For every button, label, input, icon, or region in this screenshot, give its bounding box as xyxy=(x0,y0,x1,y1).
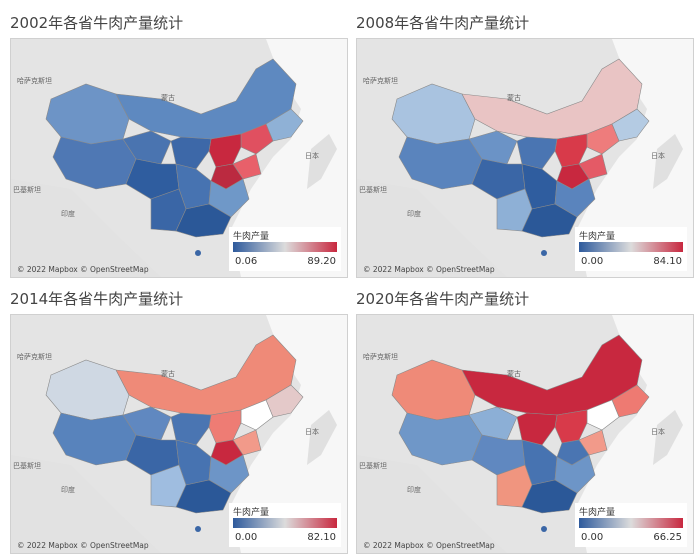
map-attribution[interactable]: © 2022 Mapbox © OpenStreetMap xyxy=(17,265,149,274)
legend-title: 牛肉产量 xyxy=(579,232,616,242)
label-india: 印度 xyxy=(407,210,421,218)
panel-title: 2014年各省牛肉产量统计 xyxy=(10,290,184,308)
label-mongolia: 蒙古 xyxy=(507,370,521,378)
map-attribution[interactable]: © 2022 Mapbox © OpenStreetMap xyxy=(363,541,495,550)
legend-max: 82.10 xyxy=(307,532,336,543)
label-japan: 日本 xyxy=(305,428,319,436)
label-mongolia: 蒙古 xyxy=(507,94,521,102)
map-canvas xyxy=(357,39,693,277)
panel-title: 2020年各省牛肉产量统计 xyxy=(356,290,530,308)
label-india: 印度 xyxy=(61,486,75,494)
label-kazakhstan: 哈萨克斯坦 xyxy=(363,353,398,361)
legend-min: 0.00 xyxy=(581,256,604,267)
label-pakistan: 巴基斯坦 xyxy=(13,462,41,470)
legend-color-bar xyxy=(233,242,337,252)
map-canvas xyxy=(357,315,693,553)
label-japan: 日本 xyxy=(651,428,665,436)
legend-min: 0.00 xyxy=(235,532,258,543)
china-map[interactable]: 哈萨克斯坦 蒙古 日本 巴基斯坦 印度 © 2022 Mapbox © Open… xyxy=(10,38,348,278)
map-canvas xyxy=(11,39,347,277)
map-panel-2008: 2008年各省牛肉产量统计 哈萨克斯坦 蒙古 日本 巴基斯坦 xyxy=(352,8,694,278)
color-legend: 牛肉产量 0.00 66.25 xyxy=(575,503,687,547)
label-kazakhstan: 哈萨克斯坦 xyxy=(17,353,52,361)
label-pakistan: 巴基斯坦 xyxy=(13,186,41,194)
color-legend: 牛肉产量 0.06 89.20 xyxy=(229,227,341,271)
china-map[interactable]: 哈萨克斯坦 蒙古 日本 巴基斯坦 印度 © 2022 Mapbox © Open… xyxy=(356,314,694,554)
panel-title: 2008年各省牛肉产量统计 xyxy=(356,14,530,32)
color-legend: 牛肉产量 0.00 82.10 xyxy=(229,503,341,547)
legend-title: 牛肉产量 xyxy=(233,232,270,242)
legend-min: 0.06 xyxy=(235,256,258,267)
label-pakistan: 巴基斯坦 xyxy=(359,462,387,470)
label-mongolia: 蒙古 xyxy=(161,94,175,102)
map-attribution[interactable]: © 2022 Mapbox © OpenStreetMap xyxy=(17,541,149,550)
map-panel-2020: 2020年各省牛肉产量统计 哈萨克斯坦 蒙古 日本 巴基斯坦 xyxy=(352,284,694,554)
legend-color-bar xyxy=(579,518,683,528)
map-panel-2002: 2002年各省牛肉产量统计 哈萨克斯坦 xyxy=(6,8,348,278)
legend-title: 牛肉产量 xyxy=(233,508,270,518)
legend-color-bar xyxy=(579,242,683,252)
panel-title: 2002年各省牛肉产量统计 xyxy=(10,14,184,32)
map-panel-2014: 2014年各省牛肉产量统计 哈萨克斯坦 蒙古 日本 巴基斯坦 xyxy=(6,284,348,554)
legend-max: 84.10 xyxy=(653,256,682,267)
label-india: 印度 xyxy=(61,210,75,218)
china-map[interactable]: 哈萨克斯坦 蒙古 日本 巴基斯坦 印度 © 2022 Mapbox © Open… xyxy=(356,38,694,278)
label-pakistan: 巴基斯坦 xyxy=(359,186,387,194)
china-map[interactable]: 哈萨克斯坦 蒙古 日本 巴基斯坦 印度 © 2022 Mapbox © Open… xyxy=(10,314,348,554)
label-japan: 日本 xyxy=(651,152,665,160)
label-kazakhstan: 哈萨克斯坦 xyxy=(363,77,398,85)
legend-color-bar xyxy=(233,518,337,528)
legend-title: 牛肉产量 xyxy=(579,508,616,518)
label-india: 印度 xyxy=(407,486,421,494)
legend-max: 66.25 xyxy=(653,532,682,543)
legend-max: 89.20 xyxy=(307,256,336,267)
color-legend: 牛肉产量 0.00 84.10 xyxy=(575,227,687,271)
label-japan: 日本 xyxy=(305,152,319,160)
legend-min: 0.00 xyxy=(581,532,604,543)
label-kazakhstan: 哈萨克斯坦 xyxy=(17,77,52,85)
map-attribution[interactable]: © 2022 Mapbox © OpenStreetMap xyxy=(363,265,495,274)
label-mongolia: 蒙古 xyxy=(161,370,175,378)
